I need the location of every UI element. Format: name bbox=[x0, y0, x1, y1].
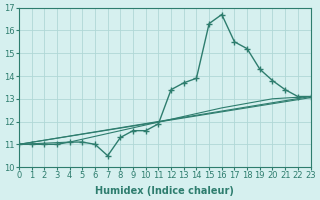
X-axis label: Humidex (Indice chaleur): Humidex (Indice chaleur) bbox=[95, 186, 234, 196]
